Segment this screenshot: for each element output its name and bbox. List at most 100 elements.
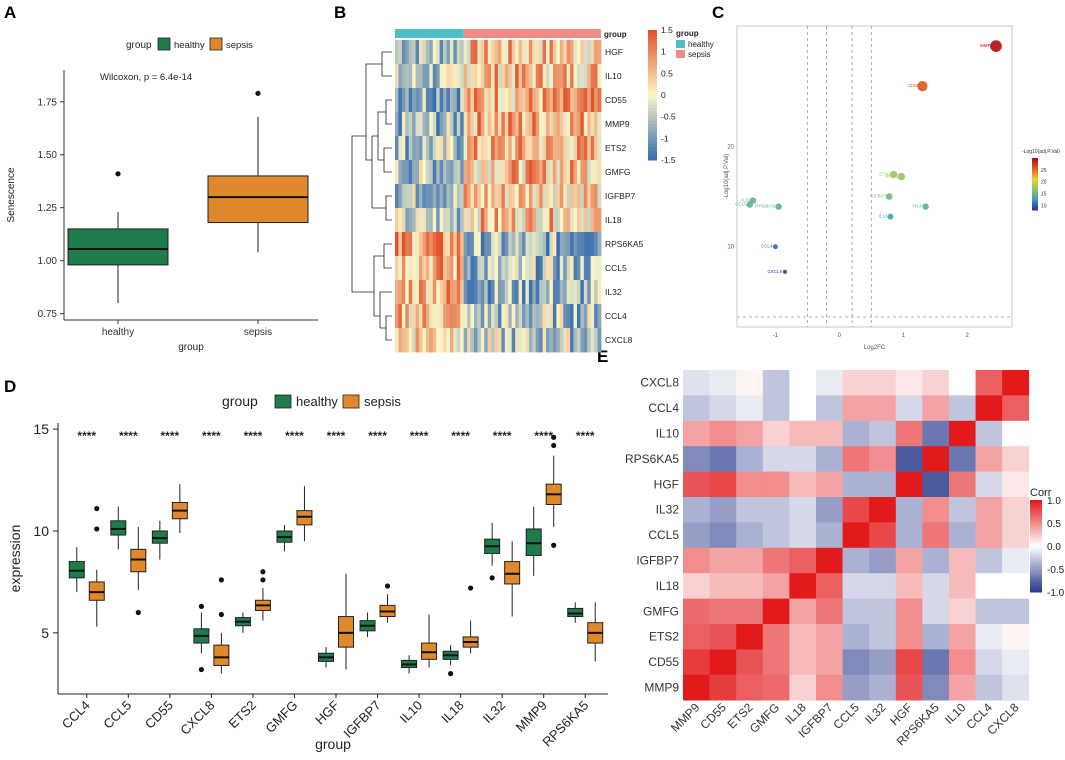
heatmap-cell <box>566 136 571 161</box>
y-tick-label: 1.00 <box>38 256 58 267</box>
heatmap-cell <box>408 64 413 89</box>
corr-cell <box>683 420 710 447</box>
heatmap-cell <box>467 40 471 65</box>
heatmap-cell <box>580 88 585 113</box>
heatmap-cell <box>419 304 423 329</box>
gene-label-GMFG: GMFG <box>605 167 631 177</box>
heatmap-cell <box>535 88 540 113</box>
heatmap-cell <box>570 328 574 353</box>
heatmap-cell <box>535 208 540 233</box>
legend-gradient-step <box>1030 511 1042 515</box>
heatmap-cell <box>477 136 482 161</box>
legend-gradient-step <box>1030 578 1042 581</box>
heatmap-cell <box>449 280 454 305</box>
corr-cell <box>789 370 817 396</box>
corr-cell <box>1002 547 1030 574</box>
heatmap-cell <box>436 64 441 89</box>
heatmap-cell <box>594 184 598 209</box>
heatmap-cell <box>463 304 468 329</box>
heatmap-cell <box>570 64 574 89</box>
corr-cell <box>922 420 950 447</box>
heatmap-cell <box>401 304 406 329</box>
heatmap-cell <box>583 88 588 113</box>
corr-cell <box>895 522 923 549</box>
heatmap-cell <box>535 136 540 161</box>
heatmap-cell <box>504 328 509 353</box>
box-sepsis-IGFBP7-outlier <box>384 583 391 589</box>
gene-label-CD55: CD55 <box>605 95 627 105</box>
legend-gradient-step <box>1030 541 1042 545</box>
heatmap-cell <box>539 40 544 65</box>
heatmap-cell <box>412 160 416 185</box>
heatmap-cell <box>511 40 516 65</box>
heatmap-cell <box>511 112 516 137</box>
heatmap-cell <box>501 208 506 233</box>
heatmap-cell <box>425 40 430 65</box>
heatmap-cell <box>429 304 434 329</box>
heatmap-cell <box>480 40 485 65</box>
heatmap-cell <box>425 208 430 233</box>
heatmap-cell <box>525 136 530 161</box>
heatmap-cell <box>439 160 444 185</box>
heatmap-cell <box>453 112 458 137</box>
color-scale-step <box>648 78 657 83</box>
heatmap-cell <box>535 280 540 305</box>
colorbar-step <box>1032 171 1038 175</box>
heatmap-cell <box>576 136 581 161</box>
heatmap-cell <box>422 160 427 185</box>
annotation-bar-healthy <box>395 29 464 38</box>
heatmap-cell <box>398 232 403 257</box>
corr-cell <box>1002 497 1030 523</box>
x-tick-label-CD55: CD55 <box>142 698 176 732</box>
heatmap-cell <box>419 184 423 209</box>
legend-gradient-step <box>1030 585 1042 588</box>
colorbar-tick: 20 <box>1041 180 1047 186</box>
heatmap-cell <box>542 40 547 65</box>
corr-cell <box>869 598 897 625</box>
heatmap-cell <box>594 232 598 257</box>
corr-cell <box>922 370 950 396</box>
heatmap-cell <box>436 328 441 353</box>
heatmap-cell <box>401 112 406 137</box>
color-scale-tick: -1.5 <box>661 155 676 165</box>
heatmap-cell <box>456 256 461 281</box>
heatmap-cell <box>480 304 485 329</box>
box-sepsis-MMP9-outlier <box>551 542 557 548</box>
heatmap-cell <box>405 328 410 353</box>
heatmap-cell <box>487 64 492 89</box>
corr-cell <box>762 522 790 549</box>
box-sepsis-HGF-iqr <box>338 616 354 648</box>
heatmap-cell <box>559 88 564 113</box>
heatmap-cell <box>563 112 568 137</box>
box-sepsis-IGFBP7-box <box>379 583 396 623</box>
heatmap-cell <box>539 304 544 329</box>
heatmap-cell <box>439 40 444 65</box>
heatmap-cell <box>473 184 478 209</box>
heatmap-cell <box>587 256 592 281</box>
heatmap-cell <box>559 328 564 353</box>
heatmap-cell <box>422 304 427 329</box>
heatmap-cell <box>556 256 561 281</box>
colorbar-step <box>1032 159 1038 162</box>
significance-label: **** <box>451 429 470 443</box>
heatmap-cell <box>460 40 465 65</box>
legend-gradient-step <box>1030 529 1042 533</box>
heatmap-cell <box>528 88 533 113</box>
heatmap-cell <box>539 328 544 353</box>
color-scale: 1.5 1 0.5 0 -0.5 -1 -1.5 <box>648 25 676 165</box>
corr-cell <box>842 446 870 472</box>
heatmap-cell <box>487 184 492 209</box>
heatmap-cell <box>587 208 592 233</box>
heatmap-cell <box>570 256 574 281</box>
heatmap-cell <box>436 232 441 257</box>
heatmap-cell <box>484 184 489 209</box>
heatmap-cell <box>473 40 478 65</box>
y-tick-label: 15 <box>33 421 49 437</box>
heatmap-cell <box>429 280 434 305</box>
colorbar-step <box>1032 170 1038 173</box>
heatmap-cell <box>532 88 537 113</box>
heatmap-cell <box>487 304 492 329</box>
stat-annotation: Wilcoxon, p = 6.4e-14 <box>100 72 192 83</box>
corr-cell <box>789 522 817 549</box>
corr-cell <box>975 674 1003 701</box>
